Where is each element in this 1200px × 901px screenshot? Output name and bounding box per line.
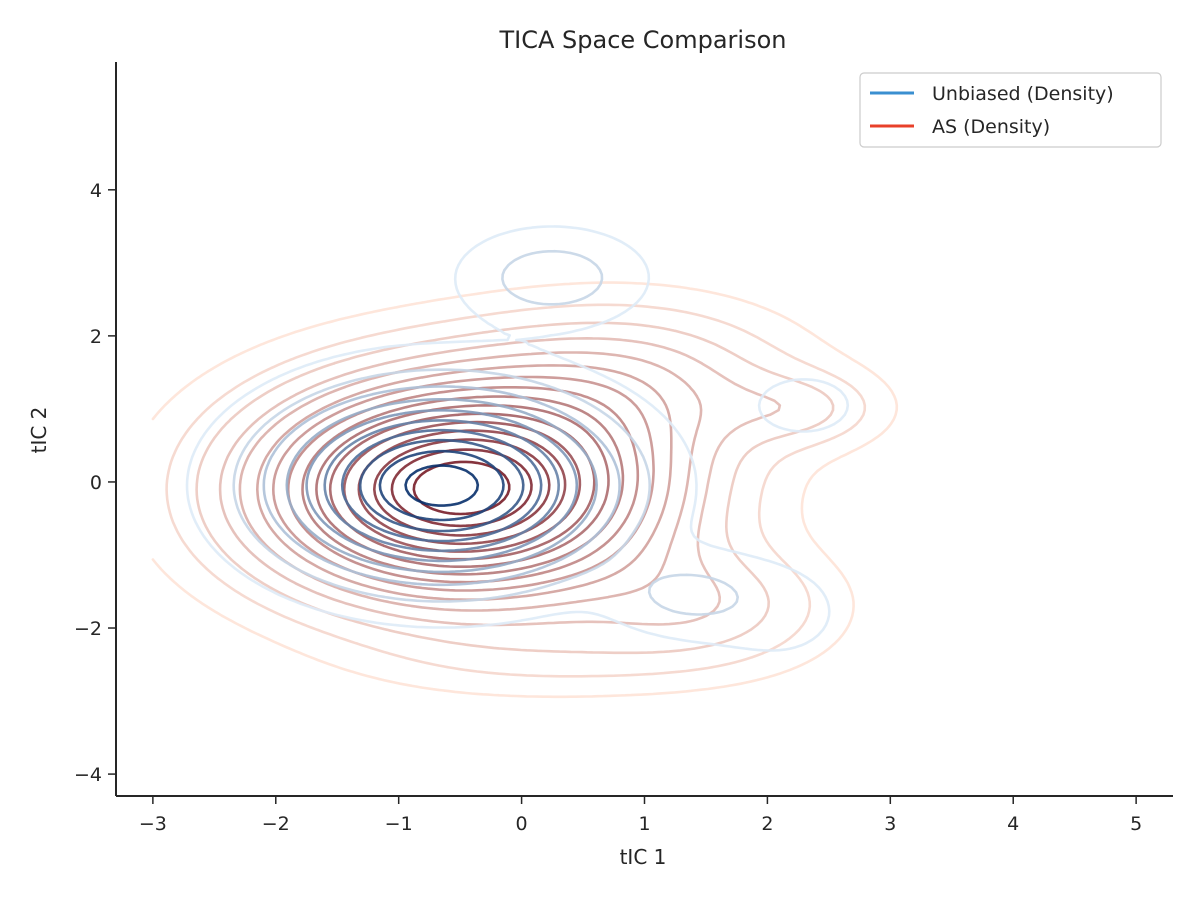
unbiased-contour-level (185, 225, 850, 652)
y-tick-label: 0 (90, 472, 102, 494)
y-ticks: −4 −2 0 2 4 (74, 180, 116, 786)
y-tick-label: −2 (74, 618, 102, 640)
unbiased-contour-level (358, 438, 525, 533)
x-tick-label: −3 (139, 813, 167, 835)
unbiased-contour-level (378, 449, 505, 522)
as-contour-level (256, 364, 673, 601)
x-ticks: −3 −2 −1 0 1 2 3 4 5 (139, 796, 1142, 835)
x-tick-label: −1 (385, 813, 413, 835)
x-tick-label: 2 (761, 813, 773, 835)
legend-label-unbiased: Unbiased (Density) (932, 83, 1114, 105)
y-tick-label: 4 (90, 180, 102, 202)
unbiased-contour-level (262, 385, 621, 587)
x-tick-label: −2 (262, 813, 290, 835)
as-contour-level (218, 337, 782, 627)
chart-title: TICA Space Comparison (498, 26, 786, 54)
contour-layer (151, 225, 899, 699)
x-axis-label: tIC 1 (620, 845, 667, 869)
x-tick-label: 3 (884, 813, 896, 835)
as-contour-level (315, 404, 610, 568)
unbiased-contour-level (232, 249, 739, 616)
unbiased-contour-level (323, 419, 560, 553)
y-tick-label: 2 (90, 326, 102, 348)
unbiased-contour-level (305, 409, 579, 563)
y-axis-label: tIC 2 (27, 407, 51, 454)
as-contour-level (151, 281, 899, 699)
series-unbiased-contours (185, 225, 850, 652)
as-contour-level (165, 303, 867, 678)
series-as-contours (151, 281, 899, 699)
x-tick-label: 5 (1130, 813, 1142, 835)
as-contour-level (195, 321, 835, 655)
unbiased-contour-level (340, 428, 543, 543)
x-tick-label: 1 (638, 813, 650, 835)
legend-label-as: AS (Density) (932, 116, 1050, 138)
unbiased-contour-level (285, 398, 598, 574)
y-tick-label: −4 (74, 764, 102, 786)
as-contour-level (286, 386, 640, 584)
x-tick-label: 4 (1007, 813, 1019, 835)
legend-box (859, 72, 1162, 148)
x-tick-label: 0 (516, 813, 528, 835)
unbiased-contour-level (404, 464, 480, 507)
legend: Unbiased (Density) AS (Density) (859, 72, 1162, 148)
axes (115, 62, 1173, 797)
